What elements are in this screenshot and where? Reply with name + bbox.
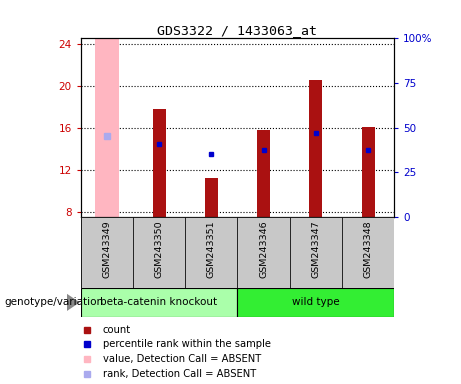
- Title: GDS3322 / 1433063_at: GDS3322 / 1433063_at: [157, 24, 318, 37]
- Polygon shape: [67, 294, 80, 311]
- Bar: [257, 130, 270, 217]
- Text: GSM243349: GSM243349: [102, 220, 111, 278]
- Text: GSM243351: GSM243351: [207, 220, 216, 278]
- Bar: [290, 217, 342, 288]
- Bar: [309, 80, 322, 217]
- Bar: [81, 217, 133, 288]
- Text: beta-catenin knockout: beta-catenin knockout: [100, 297, 218, 308]
- Bar: [237, 288, 394, 317]
- Text: GSM243347: GSM243347: [311, 220, 320, 278]
- Text: value, Detection Call = ABSENT: value, Detection Call = ABSENT: [103, 354, 261, 364]
- Text: wild type: wild type: [292, 297, 340, 308]
- Bar: [81, 288, 237, 317]
- Text: rank, Detection Call = ABSENT: rank, Detection Call = ABSENT: [103, 369, 256, 379]
- Text: GSM243350: GSM243350: [154, 220, 164, 278]
- Text: genotype/variation: genotype/variation: [5, 297, 104, 308]
- Bar: [342, 217, 394, 288]
- Bar: [237, 217, 290, 288]
- Text: GSM243346: GSM243346: [259, 220, 268, 278]
- Bar: [133, 217, 185, 288]
- Bar: [361, 127, 374, 217]
- Bar: [95, 38, 118, 217]
- Text: count: count: [103, 324, 131, 334]
- Bar: [185, 217, 237, 288]
- Bar: [153, 109, 165, 217]
- Text: GSM243348: GSM243348: [364, 220, 372, 278]
- Text: percentile rank within the sample: percentile rank within the sample: [103, 339, 271, 349]
- Bar: [205, 178, 218, 217]
